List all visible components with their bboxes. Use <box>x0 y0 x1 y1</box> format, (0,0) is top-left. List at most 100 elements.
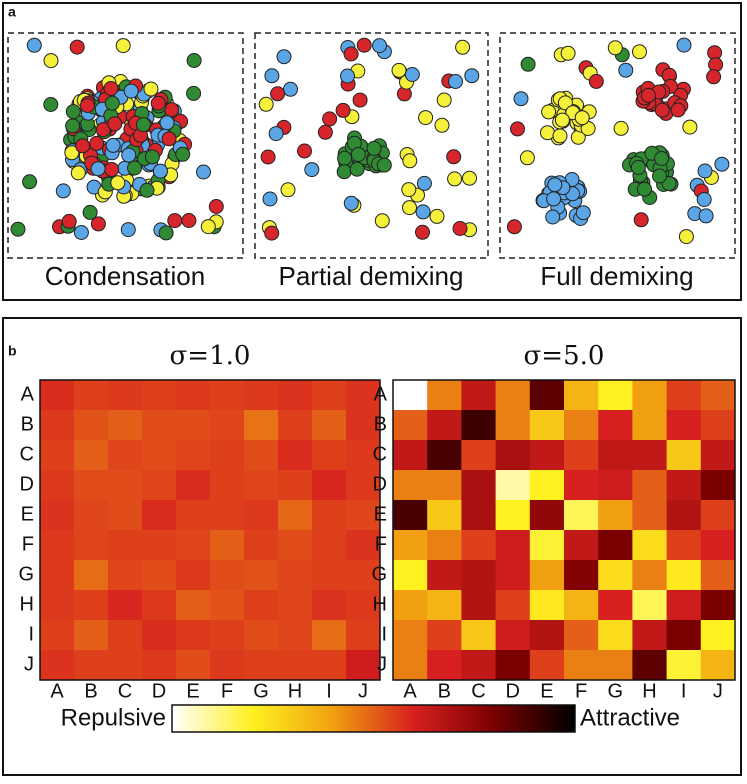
row-label: A <box>374 383 388 405</box>
particle <box>340 68 355 84</box>
particle <box>698 208 714 224</box>
heatmap-cell <box>176 380 211 411</box>
heatmap-cell <box>461 650 497 681</box>
column-label: D <box>152 680 166 702</box>
particle <box>120 222 136 238</box>
heatmap-cell <box>176 500 211 531</box>
particle <box>181 213 197 228</box>
particle <box>322 111 338 127</box>
particle <box>447 171 463 187</box>
heatmap-cell <box>632 560 668 591</box>
heatmap-cell <box>244 410 279 441</box>
heatmap-cell <box>495 440 531 471</box>
particle <box>270 86 286 102</box>
row-label: J <box>377 653 387 675</box>
heatmap-cell <box>210 500 245 531</box>
heatmap-cell <box>598 620 633 651</box>
heatmap-cell <box>278 560 313 591</box>
particles <box>10 37 730 245</box>
particle <box>135 117 151 133</box>
heatmap-cell <box>666 560 702 591</box>
heatmap-cell <box>278 410 313 441</box>
heatmap-cell <box>176 410 211 441</box>
column-label: J <box>713 680 723 702</box>
heatmap-cell <box>700 590 736 621</box>
heatmap-cell <box>74 440 109 471</box>
particle <box>65 118 81 134</box>
particle <box>376 157 392 173</box>
heatmap-cell <box>210 410 245 441</box>
particle <box>104 95 120 111</box>
particle <box>90 161 106 177</box>
heatmap-cell <box>142 500 177 531</box>
heatmap-cell <box>142 590 177 621</box>
particle <box>540 125 555 141</box>
particle <box>510 121 525 137</box>
row-label: B <box>21 413 34 435</box>
heatmap-cell <box>666 530 702 561</box>
heatmap-cell <box>564 650 599 681</box>
heatmap-cell <box>176 530 211 561</box>
column-label: E <box>186 680 199 702</box>
heatmap-cell <box>427 620 462 651</box>
heatmap-cell <box>74 410 109 441</box>
particle <box>121 147 137 163</box>
heatmap-cell <box>461 500 497 531</box>
row-label: H <box>20 593 34 615</box>
heatmap-cell <box>495 470 531 501</box>
heatmap-cell <box>427 560 462 591</box>
heatmap-cell <box>461 380 497 411</box>
heatmap-cell <box>210 440 245 471</box>
heatmap-cell <box>666 500 702 531</box>
heatmap-cell <box>312 470 347 501</box>
heatmap-frame <box>39 379 381 681</box>
particle <box>80 98 95 113</box>
particle <box>127 160 142 176</box>
particle <box>186 53 202 68</box>
heatmap-cell <box>632 500 668 531</box>
heatmap-cell <box>74 620 109 651</box>
heatmap-cell <box>40 590 75 621</box>
heatmap-cell <box>346 530 381 561</box>
heatmap-cell <box>393 410 428 441</box>
column-label: F <box>221 680 233 702</box>
row-label: E <box>21 503 34 525</box>
heatmap-cell <box>529 590 565 621</box>
row-label: B <box>374 413 387 435</box>
heatmap-cell <box>312 440 347 471</box>
heatmap-cell <box>427 470 462 501</box>
particle <box>115 38 131 54</box>
heatmap-cell <box>40 530 75 561</box>
heatmap-cell <box>564 560 599 591</box>
heatmap-cell <box>244 530 279 561</box>
particle <box>670 102 686 118</box>
heatmap-cell <box>598 590 633 621</box>
particle <box>105 137 121 153</box>
particle <box>448 74 463 89</box>
particle <box>103 81 119 96</box>
heatmap-cell <box>142 410 177 441</box>
particle <box>75 138 91 154</box>
heatmap-cell <box>529 440 565 471</box>
heatmap-cell <box>40 560 75 591</box>
particle <box>283 81 298 97</box>
particle <box>343 195 359 211</box>
row-label: C <box>20 443 34 465</box>
row-label: F <box>375 533 387 555</box>
particle <box>446 149 462 165</box>
particle <box>280 182 296 198</box>
heatmap-cell <box>495 410 531 441</box>
panel-b-frame <box>2 317 742 776</box>
particle <box>349 161 365 177</box>
column-label: B <box>84 680 97 702</box>
heatmap-cell <box>346 560 381 591</box>
heatmap-cell <box>108 410 143 441</box>
heatmap-cell <box>461 470 497 501</box>
heatmap-cell <box>666 470 702 501</box>
heatmap-cell <box>40 500 75 531</box>
heatmap-cell <box>210 620 245 651</box>
heatmap-cell <box>142 530 177 561</box>
heatmap-cell <box>346 620 381 651</box>
heatmap-cell <box>700 470 736 501</box>
